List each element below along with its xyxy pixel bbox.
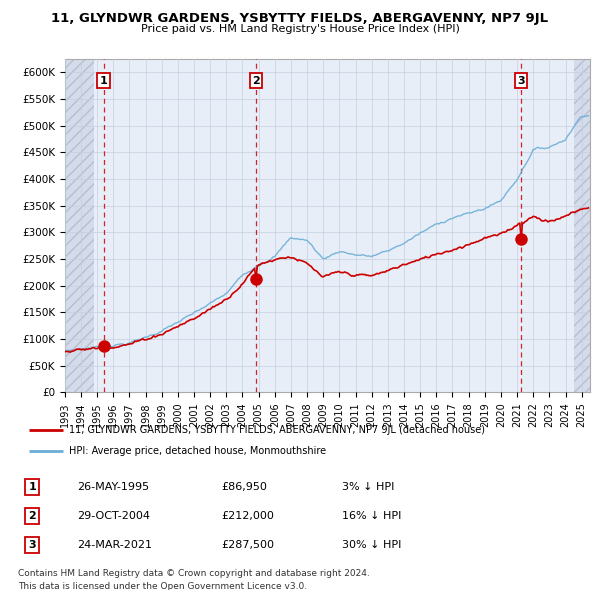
Text: 11, GLYNDWR GARDENS, YSBYTTY FIELDS, ABERGAVENNY, NP7 9JL: 11, GLYNDWR GARDENS, YSBYTTY FIELDS, ABE…: [52, 12, 548, 25]
Text: 24-MAR-2021: 24-MAR-2021: [77, 540, 152, 550]
Text: This data is licensed under the Open Government Licence v3.0.: This data is licensed under the Open Gov…: [18, 582, 307, 590]
Text: £86,950: £86,950: [221, 481, 267, 491]
Text: 1: 1: [100, 76, 107, 86]
Text: 2: 2: [252, 76, 260, 86]
Text: Contains HM Land Registry data © Crown copyright and database right 2024.: Contains HM Land Registry data © Crown c…: [18, 569, 370, 578]
Text: 11, GLYNDWR GARDENS, YSBYTTY FIELDS, ABERGAVENNY, NP7 9JL (detached house): 11, GLYNDWR GARDENS, YSBYTTY FIELDS, ABE…: [69, 425, 485, 435]
Text: 3% ↓ HPI: 3% ↓ HPI: [342, 481, 395, 491]
Text: 3: 3: [517, 76, 524, 86]
Text: £287,500: £287,500: [221, 540, 274, 550]
Text: HPI: Average price, detached house, Monmouthshire: HPI: Average price, detached house, Monm…: [69, 446, 326, 455]
Text: 26-MAY-1995: 26-MAY-1995: [77, 481, 149, 491]
Text: £212,000: £212,000: [221, 511, 274, 521]
Text: Price paid vs. HM Land Registry's House Price Index (HPI): Price paid vs. HM Land Registry's House …: [140, 24, 460, 34]
Text: 30% ↓ HPI: 30% ↓ HPI: [342, 540, 401, 550]
Text: 16% ↓ HPI: 16% ↓ HPI: [342, 511, 401, 521]
Bar: [65, 59, 94, 392]
Bar: [574, 59, 590, 392]
Text: 29-OCT-2004: 29-OCT-2004: [77, 511, 150, 521]
Text: 1: 1: [28, 481, 36, 491]
Text: 2: 2: [28, 511, 36, 521]
Text: 3: 3: [28, 540, 36, 550]
